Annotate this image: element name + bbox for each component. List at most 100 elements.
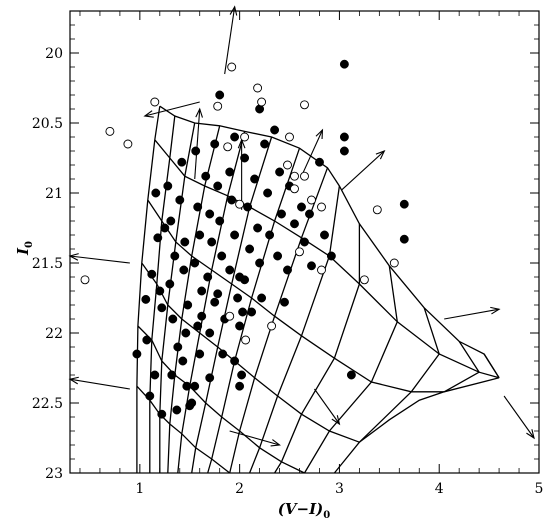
filled-data-point (225, 265, 235, 275)
filled-data-point (240, 153, 250, 163)
open-data-point (317, 265, 326, 275)
filled-data-point (297, 202, 306, 212)
open-data-point (213, 101, 223, 111)
filled-data-point (230, 132, 240, 142)
model-isochrone-line (137, 325, 305, 474)
x-tick-label: 1 (135, 481, 144, 497)
filled-data-point (183, 300, 193, 310)
y-axis-title-main: I (14, 247, 32, 256)
filled-data-point (247, 307, 257, 317)
x-axis-title-main: (V−I) (278, 500, 323, 518)
filled-data-point (225, 167, 235, 177)
filled-data-point (165, 279, 175, 289)
filled-data-point (277, 209, 286, 219)
filled-data-point (179, 265, 189, 275)
open-data-point (359, 275, 369, 285)
filled-data-point (339, 132, 349, 142)
filled-data-point (215, 90, 225, 100)
model-track-line (248, 185, 341, 474)
filled-data-point (157, 409, 167, 419)
open-data-point (267, 321, 277, 331)
open-data-point (300, 100, 309, 110)
filled-data-point (193, 202, 203, 212)
arrow-shaft (301, 129, 323, 177)
x-tick-label: 4 (435, 481, 444, 497)
open-data-point (150, 97, 160, 107)
filled-data-point (205, 209, 215, 219)
model-isochrone-line (136, 385, 231, 474)
open-data-point (253, 83, 263, 93)
x-tick-label: 5 (535, 481, 544, 497)
arrow-shaft (224, 6, 236, 75)
open-data-point (283, 160, 292, 170)
filled-data-point (210, 297, 220, 307)
filled-data-point (205, 373, 215, 383)
arrow-shaft (69, 378, 130, 390)
open-data-point (80, 275, 90, 285)
arrow-shaft (444, 308, 500, 320)
arrow-head (331, 415, 341, 426)
open-data-point (317, 202, 326, 212)
arrow-head (68, 253, 79, 261)
y-tick-label: 21.5 (32, 256, 63, 272)
filled-data-point (233, 293, 243, 303)
open-data-point (290, 184, 299, 194)
arrow-head (195, 107, 203, 118)
filled-data-point (155, 286, 165, 296)
filled-data-point (157, 303, 167, 313)
filled-data-point (263, 188, 273, 198)
open-data-point (223, 142, 233, 152)
filled-data-point (182, 381, 192, 391)
axis-ticks (70, 11, 540, 474)
filled-data-point (245, 244, 255, 254)
model-track-line (274, 223, 361, 474)
filled-data-point (346, 370, 356, 380)
arrow-head (229, 5, 238, 16)
filled-data-point (147, 269, 157, 279)
filled-data-point (190, 258, 200, 268)
y-tick-label: 23 (45, 466, 63, 482)
arrow-head (375, 149, 386, 160)
arrow-shaft (314, 388, 340, 425)
filled-data-point (265, 230, 275, 240)
filled-data-point (168, 314, 178, 324)
filled-data-point (173, 342, 183, 352)
filled-data-point (197, 286, 207, 296)
model-track-line (159, 122, 196, 473)
filled-data-point (166, 216, 176, 226)
arrows (68, 5, 535, 447)
filled-data-point (326, 251, 336, 261)
y-tick-label: 20 (45, 46, 63, 62)
filled-data-point (339, 59, 349, 69)
filled-data-point (132, 349, 142, 359)
filled-data-point (339, 146, 349, 156)
open-data-point (240, 132, 250, 142)
filled-data-point (399, 199, 409, 209)
y-tick-label: 21 (45, 186, 63, 202)
open-data-point (235, 199, 245, 209)
filled-data-point (195, 230, 205, 240)
filled-data-point (235, 381, 245, 391)
filled-data-point (178, 356, 188, 366)
filled-data-point (213, 181, 223, 191)
filled-data-point (243, 202, 253, 212)
filled-data-point (320, 230, 329, 240)
arrow-head (526, 429, 535, 440)
filled-data-point (255, 258, 265, 268)
filled-data-point (273, 251, 283, 261)
x-axis-title-sub: 0 (323, 510, 330, 521)
filled-data-point (201, 171, 211, 181)
arrow-shaft (229, 430, 280, 446)
filled-data-point (305, 209, 314, 219)
filled-data-point (227, 195, 237, 205)
arrow-shaft (341, 150, 385, 191)
arrow-head (490, 306, 501, 315)
model-track-line (333, 307, 440, 474)
filled-data-point (153, 233, 163, 243)
filled-data-point (230, 356, 240, 366)
filled-data-point (163, 181, 173, 191)
filled-data-point (218, 349, 228, 359)
filled-data-point (280, 297, 289, 307)
open-data-point (227, 62, 237, 72)
